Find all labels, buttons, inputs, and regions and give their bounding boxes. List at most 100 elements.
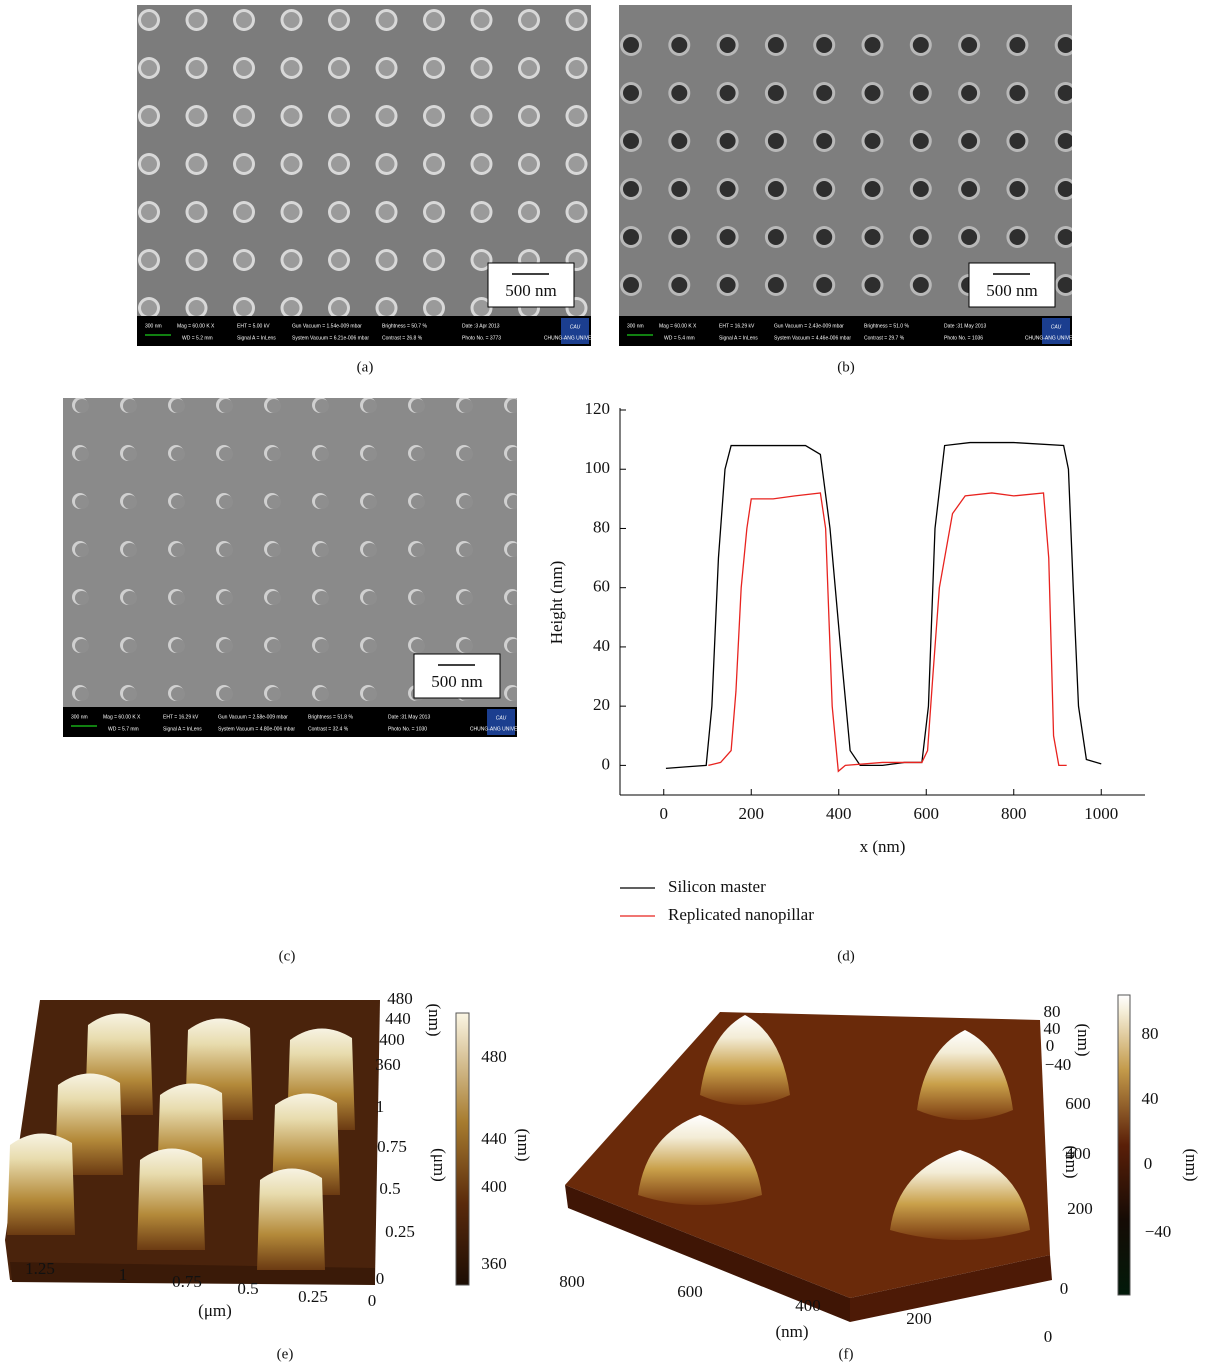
pillar-top bbox=[521, 204, 537, 220]
pillar-top bbox=[171, 543, 185, 557]
info-text: WD = 5.7 mm bbox=[108, 726, 139, 732]
hole-rim bbox=[717, 370, 739, 392]
pillar-top bbox=[474, 204, 490, 220]
pillar-top bbox=[171, 591, 185, 605]
pillar-top bbox=[315, 591, 329, 605]
hole bbox=[961, 37, 977, 53]
pillar-top bbox=[411, 591, 425, 605]
pillar-top bbox=[219, 735, 233, 749]
logo-sub: CHUNG-ANG UNIVERSITY bbox=[470, 726, 533, 732]
afm-label: −40 bbox=[1145, 1222, 1172, 1241]
pillar-top bbox=[521, 348, 537, 364]
pillar-top bbox=[331, 204, 347, 220]
pillar-top bbox=[459, 735, 473, 749]
hole-rim bbox=[620, 370, 642, 392]
colorbar bbox=[1118, 995, 1130, 1295]
hole bbox=[913, 181, 929, 197]
pillar-top bbox=[315, 447, 329, 461]
scale-label: 500 nm bbox=[505, 281, 556, 300]
pillar-top bbox=[123, 543, 137, 557]
pillar-top bbox=[189, 252, 205, 268]
hole-rim bbox=[1006, 370, 1028, 392]
afm-label: 400 bbox=[795, 1296, 821, 1315]
pillar-top bbox=[236, 300, 252, 316]
pillar bbox=[328, 345, 350, 367]
pillar-top bbox=[426, 204, 442, 220]
pillar-top bbox=[331, 12, 347, 28]
pillar-top bbox=[569, 348, 585, 364]
pillar-top bbox=[474, 12, 490, 28]
hole bbox=[623, 85, 639, 101]
x-tick-label: 400 bbox=[826, 804, 852, 823]
afm-pillar bbox=[137, 1148, 205, 1250]
info-text: 300 nm bbox=[71, 714, 88, 720]
hole bbox=[671, 85, 687, 101]
pillar-top bbox=[507, 639, 521, 653]
pillar bbox=[518, 345, 540, 367]
afm-label: 0.75 bbox=[377, 1137, 407, 1156]
hole bbox=[865, 37, 881, 53]
pillar-top bbox=[189, 108, 205, 124]
pillar-top bbox=[569, 156, 585, 172]
afm-label: 0.5 bbox=[379, 1179, 400, 1198]
pillar-top bbox=[569, 60, 585, 76]
pillar-top bbox=[331, 108, 347, 124]
x-tick-label: 200 bbox=[739, 804, 765, 823]
hole bbox=[913, 277, 929, 293]
logo-text: CAU bbox=[496, 715, 507, 721]
pillar-top bbox=[507, 495, 521, 509]
hole-rim bbox=[958, 370, 980, 392]
hole bbox=[1058, 373, 1074, 389]
pillar-top bbox=[219, 543, 233, 557]
pillar-top bbox=[141, 108, 157, 124]
info-text: Contrast = 26.8 % bbox=[382, 335, 423, 341]
pillar-top bbox=[474, 156, 490, 172]
afm-pillar bbox=[257, 1168, 325, 1270]
afm-label: 200 bbox=[1067, 1199, 1093, 1218]
pillar bbox=[233, 345, 255, 367]
hole bbox=[865, 133, 881, 149]
afm-label: 0 bbox=[1044, 1327, 1053, 1346]
pillar-top bbox=[474, 300, 490, 316]
line-chart: 02040608010012002004006008001000x (nm)He… bbox=[547, 399, 1145, 924]
pillar-top bbox=[75, 735, 89, 749]
pillar-top bbox=[569, 204, 585, 220]
x-tick-label: 1000 bbox=[1084, 804, 1118, 823]
hole bbox=[1058, 229, 1074, 245]
panel-label: (d) bbox=[837, 948, 855, 964]
info-text: WD = 5.4 mm bbox=[664, 335, 695, 341]
pillar-top bbox=[363, 639, 377, 653]
hole bbox=[961, 85, 977, 101]
info-text: Date :31 May 2013 bbox=[388, 714, 430, 720]
info-text: 300 nm bbox=[627, 323, 644, 329]
pillar-top bbox=[267, 591, 281, 605]
pillar-top bbox=[75, 399, 89, 413]
hole bbox=[913, 133, 929, 149]
pillar-top bbox=[426, 348, 442, 364]
info-text: Gun Vacuum = 1.54e-009 mbar bbox=[292, 323, 362, 329]
info-text: EHT = 16.29 kV bbox=[163, 714, 199, 720]
pillar-top bbox=[219, 591, 233, 605]
pillar-top bbox=[236, 108, 252, 124]
info-text: EHT = 16.29 kV bbox=[719, 323, 755, 329]
pillar-top bbox=[171, 639, 185, 653]
pillar-top bbox=[474, 108, 490, 124]
pillar-top bbox=[284, 300, 300, 316]
pillar-top bbox=[267, 447, 281, 461]
pillar-top bbox=[459, 591, 473, 605]
info-text: WD = 5.2 mm bbox=[182, 335, 213, 341]
hole bbox=[816, 277, 832, 293]
pillar-top bbox=[363, 399, 377, 413]
pillar-top bbox=[507, 543, 521, 557]
pillar-top bbox=[219, 399, 233, 413]
hole bbox=[623, 37, 639, 53]
hole bbox=[671, 37, 687, 53]
hole bbox=[1009, 85, 1025, 101]
afm-label: 0.75 bbox=[172, 1272, 202, 1291]
hole bbox=[1009, 133, 1025, 149]
hole bbox=[816, 373, 832, 389]
pillar-top bbox=[75, 591, 89, 605]
hole bbox=[768, 133, 784, 149]
afm-label: 0 bbox=[368, 1291, 377, 1310]
